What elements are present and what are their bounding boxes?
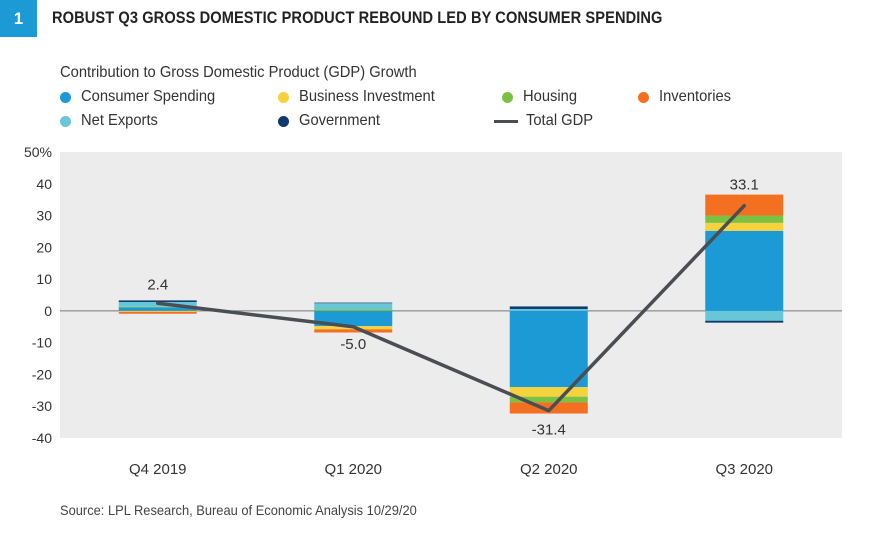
legend-item-net-exports: Net Exports	[60, 112, 165, 130]
bar-segment	[705, 215, 784, 223]
y-tick-label: -10	[32, 335, 52, 351]
government-swatch-icon	[278, 115, 289, 127]
bar-segment	[509, 387, 588, 397]
data-label: -5.0	[340, 336, 366, 353]
bar-segment	[118, 310, 197, 312]
bar-segment	[314, 309, 393, 311]
legend-item-consumer-spending: Consumer Spending	[60, 88, 227, 106]
bar-segment	[314, 329, 393, 333]
chart-legend: Consumer Spending Business Investment Ho…	[60, 88, 860, 136]
bar-segment	[118, 307, 197, 311]
bar-segment	[509, 306, 588, 309]
housing-swatch-icon	[502, 91, 513, 103]
y-tick-label: 20	[36, 239, 52, 255]
bar-segment	[705, 310, 784, 321]
total-gdp-line-icon	[494, 119, 518, 123]
data-label: 2.4	[147, 276, 168, 293]
y-tick-label: 40	[36, 176, 52, 192]
figure-title: ROBUST Q3 GROSS DOMESTIC PRODUCT REBOUND…	[52, 8, 663, 27]
legend-item-total-gdp: Total GDP	[494, 112, 599, 130]
source-note: Source: LPL Research, Bureau of Economic…	[60, 502, 417, 518]
y-tick-label: 30	[36, 208, 52, 224]
data-label: 33.1	[730, 177, 759, 194]
y-tick-label: -30	[32, 398, 52, 414]
bar-segment	[509, 308, 588, 311]
bar-segment	[705, 222, 784, 231]
y-tick-label: 0	[44, 303, 52, 319]
y-tick-label: -40	[32, 430, 52, 446]
legend-item-housing: Housing	[502, 88, 582, 106]
legend-label: Government	[299, 112, 381, 129]
gdp-contribution-chart: -40 -30 -20 -10 0 10 20 30 40 50% Q4 2019 Q1 2020 Q2…	[24, 144, 842, 478]
chart-title: Contribution to Gross Domestic Product (…	[60, 64, 417, 81]
business-investment-swatch-icon	[278, 91, 289, 103]
x-tick-label: Q2 2020	[520, 461, 578, 478]
legend-item-inventories: Inventories	[638, 88, 737, 106]
y-tick-label: 50%	[24, 144, 52, 160]
y-tick-label: 10	[36, 271, 52, 287]
legend-item-government: Government	[278, 112, 387, 130]
legend-label: Total GDP	[526, 112, 594, 129]
legend-label: Inventories	[659, 88, 732, 105]
legend-label: Net Exports	[81, 112, 158, 129]
legend-label: Business Investment	[299, 88, 435, 105]
bar-segment	[118, 306, 197, 308]
legend-label: Consumer Spending	[81, 88, 216, 105]
legend-item-business-investment: Business Investment	[278, 88, 447, 106]
net-exports-swatch-icon	[60, 115, 71, 127]
inventories-swatch-icon	[638, 91, 649, 103]
y-tick-label: -20	[32, 366, 52, 382]
bar-segment	[314, 303, 393, 310]
bar-segment	[509, 402, 588, 414]
bar-segment	[509, 310, 588, 388]
legend-label: Housing	[523, 88, 578, 105]
total-gdp-line	[156, 203, 746, 413]
bar-segment	[705, 230, 784, 311]
bar-segment	[705, 320, 784, 323]
bar-segment	[509, 396, 588, 403]
x-tick-label: Q1 2020	[324, 461, 382, 478]
x-tick-label: Q4 2019	[129, 461, 187, 478]
figure-number: 1	[0, 0, 37, 37]
consumer-spending-swatch-icon	[60, 91, 71, 103]
data-label: -31.4	[532, 422, 566, 439]
bar-segment	[314, 302, 393, 304]
bar-segment	[118, 311, 197, 314]
bar-segment	[314, 310, 393, 327]
x-tick-label: Q3 2020	[715, 461, 773, 478]
bar-segment	[118, 300, 197, 302]
